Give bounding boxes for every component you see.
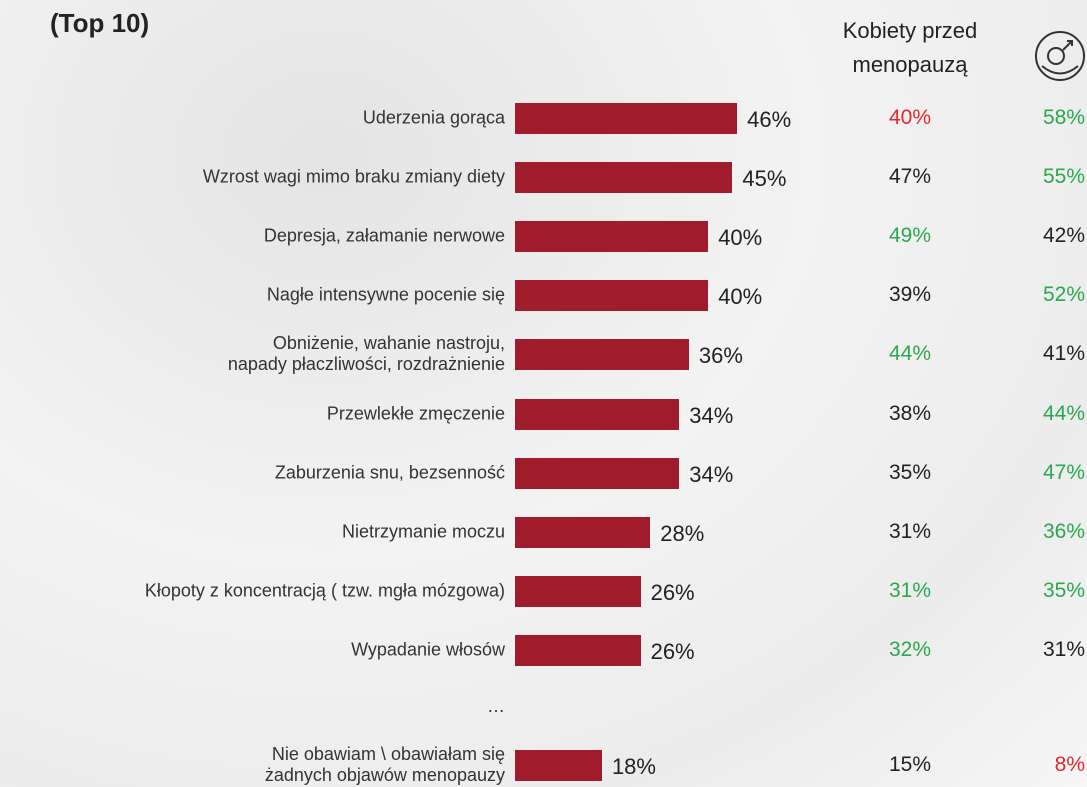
column-value: 47% — [888, 165, 932, 189]
bar — [515, 221, 709, 253]
bar — [515, 162, 733, 194]
category-label: Przewlekłe zmęczenie — [326, 403, 505, 423]
value-label: 46% — [747, 107, 792, 132]
icon — [1035, 31, 1085, 81]
category-label: Wzrost wagi mimo braku zmiany diety — [202, 166, 505, 187]
value-label: 45% — [742, 166, 787, 192]
column-value: 8% — [1054, 753, 1085, 776]
bar — [515, 575, 641, 607]
column-value: 44% — [888, 342, 932, 366]
bar — [515, 634, 641, 666]
bar — [515, 750, 602, 781]
value-label: 36% — [698, 343, 743, 369]
value-label: 34% — [689, 402, 734, 428]
column-value: 40% — [888, 106, 932, 129]
column-value: 32% — [888, 637, 932, 661]
category-label: Depresja, załamanie nerwowe — [263, 225, 505, 246]
column-value: 55% — [1042, 165, 1085, 189]
column-value: 52% — [1042, 283, 1085, 307]
title: (Top 10) — [50, 8, 150, 38]
category-label: Uderzenia gorąca — [362, 107, 505, 128]
column-value: 31% — [888, 519, 932, 543]
column-value: 47% — [1042, 460, 1085, 484]
category-label: Obniżenie, wahanie nastroju, napady płac… — [227, 333, 505, 375]
category-label: Nagłe intensywne pocenie się — [266, 284, 505, 305]
bar — [515, 457, 680, 489]
bar — [515, 398, 680, 430]
column-value: 49% — [888, 224, 932, 248]
column-value: 39% — [888, 283, 932, 307]
category-label: Wypadanie włosów — [351, 639, 505, 660]
column-value: 31% — [888, 578, 932, 602]
column-value: 36% — [1042, 519, 1085, 543]
ellipsis: … — [487, 696, 505, 716]
column-value: 44% — [1042, 401, 1085, 425]
column-value: 31% — [1042, 637, 1085, 661]
column-value: 41% — [1042, 342, 1085, 366]
bar — [515, 516, 651, 548]
category-label: Kłopoty z koncentracją ( tzw. mgła mózgo… — [144, 580, 505, 601]
category-label: Zaburzenia snu, bezsenność — [274, 462, 505, 483]
bar — [515, 280, 709, 312]
value-label: 28% — [660, 520, 705, 546]
bar — [515, 339, 689, 371]
value-label: 34% — [689, 461, 734, 487]
column-value: 38% — [888, 401, 932, 425]
value-label: 26% — [650, 579, 695, 605]
value-label: 26% — [650, 638, 695, 664]
value-label: 40% — [718, 225, 763, 251]
category-label: Nietrzymanie moczu — [341, 521, 505, 542]
column-value: 15% — [888, 753, 932, 776]
column-value: 58% — [1042, 106, 1085, 129]
column-value: 42% — [1042, 224, 1085, 248]
value-label: 40% — [718, 284, 763, 310]
column-value: 35% — [888, 460, 932, 484]
column-header: Kobiety przed menopauzą — [842, 18, 978, 77]
column-value: 35% — [1042, 578, 1085, 602]
value-label: 18% — [611, 754, 656, 779]
category-label: Nie obawiam \ obawiałam się żadnych obja… — [264, 744, 505, 785]
bar — [515, 103, 738, 134]
